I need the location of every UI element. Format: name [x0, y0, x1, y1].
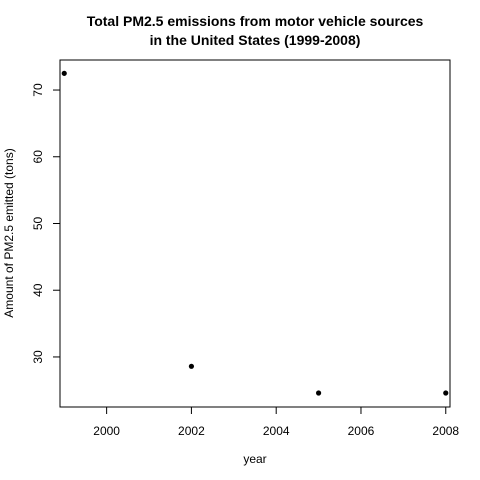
chart-title-line-2: in the United States (1999-2008)	[150, 32, 361, 48]
data-point	[188, 363, 195, 369]
data-point	[443, 390, 449, 396]
data-point	[61, 70, 67, 76]
y-tick-label: 70	[31, 83, 45, 97]
y-tick-label: 40	[31, 283, 45, 297]
x-axis: 2000 2002 2004 2006 2008	[93, 406, 459, 438]
x-tick-label: 2008	[432, 424, 459, 438]
chart-title-line-1: Total PM2.5 emissions from motor vehicle…	[87, 13, 424, 29]
x-tick-label: 2006	[348, 424, 375, 438]
y-tick-label: 30	[31, 350, 45, 364]
x-tick-label: 2002	[178, 424, 205, 438]
data-points	[61, 70, 449, 396]
x-tick-label: 2000	[93, 424, 120, 438]
y-tick-label: 60	[31, 150, 45, 164]
x-tick-label: 2004	[263, 424, 290, 438]
y-tick-label: 50	[31, 216, 45, 230]
plot-frame	[59, 59, 451, 408]
data-point	[315, 390, 322, 396]
x-axis-label: year	[243, 452, 266, 466]
y-axis: 30 40 50 60 70	[31, 83, 61, 364]
y-axis-label: Amount of PM2.5 emitted (tons)	[2, 148, 16, 317]
